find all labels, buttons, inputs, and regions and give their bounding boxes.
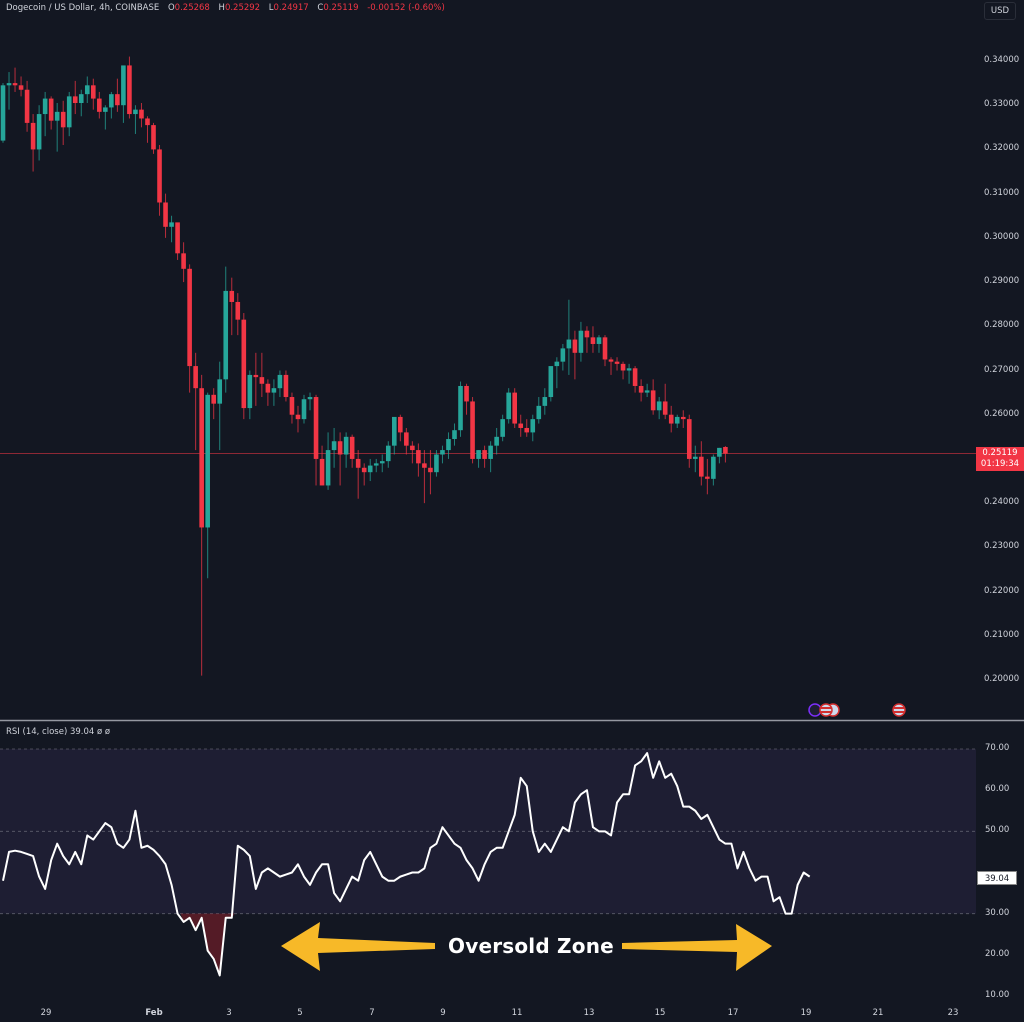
price-axis-label: 0.29000: [984, 276, 1020, 287]
time-axis-label: 3: [226, 1008, 232, 1018]
low-label: L: [268, 3, 274, 13]
rsi-guide-lines: [0, 748, 976, 915]
open-value: 0.25268: [174, 3, 210, 13]
oversold-zone-label: Oversold Zone: [448, 934, 614, 958]
event-icon-crypto[interactable]: [808, 703, 822, 717]
rsi-axis-label: 10.00: [985, 990, 1010, 1000]
rsi-legend[interactable]: RSI (14, close) 39.04 ø ø: [6, 727, 111, 737]
open-label: O: [167, 3, 175, 13]
time-axis-label: 29: [40, 1008, 52, 1018]
rsi-axis-label: 50.00: [985, 825, 1010, 836]
time-axis-label: 9: [440, 1008, 446, 1018]
time-axis-label: 7: [369, 1008, 375, 1018]
rsi-axis-label: 70.00: [985, 743, 1010, 753]
price-axis-label: 0.24000: [984, 497, 1020, 508]
right-arrow-icon: [622, 924, 772, 971]
rsi-axis-label: 30.00: [985, 907, 1010, 918]
flag-stripe: [821, 707, 831, 709]
price-axis-label: 0.20000: [984, 674, 1020, 684]
price-axis-label: 0.33000: [984, 99, 1020, 110]
event-markers[interactable]: [808, 703, 906, 717]
oversold-arrows: [281, 922, 772, 971]
event-icon-us-3[interactable]: [892, 703, 906, 717]
time-axis-label: 13: [583, 1008, 595, 1018]
time-axis-label: 15: [654, 1008, 666, 1018]
time-axis-label: 21: [872, 1008, 884, 1018]
close-label: C: [317, 3, 324, 13]
bar-countdown: 01:19:34: [980, 459, 1020, 469]
event-icon-us-1[interactable]: [819, 703, 833, 717]
price-axis-label: 0.28000: [984, 320, 1020, 331]
price-axis-label: 0.31000: [984, 187, 1020, 198]
time-axis-label: 19: [800, 1008, 812, 1018]
time-axis-label: 17: [727, 1008, 739, 1018]
rsi-value-tag: 39.04: [977, 871, 1017, 885]
rsi-axis-label: 20.00: [985, 948, 1010, 959]
price-axis-label: 0.34000: [984, 55, 1020, 65]
price-axis-label: 0.23000: [984, 541, 1020, 552]
high-label: H: [218, 3, 225, 13]
flag-stripe: [894, 711, 904, 713]
symbol-legend[interactable]: Dogecoin / US Dollar, 4h, COINBASE O0.25…: [6, 3, 445, 13]
high-value: 0.25292: [224, 3, 261, 13]
rsi-axis-label: 60.00: [985, 784, 1010, 795]
price-axis-label: 0.30000: [984, 231, 1020, 242]
current-price-tag: 0.25119 01:19:34: [976, 447, 1024, 471]
candlesticks: [0, 56, 728, 676]
current-price: 0.25119: [982, 448, 1018, 458]
low-value: 0.24917: [273, 3, 309, 13]
rsi-line: [2, 752, 811, 977]
close-value: 0.25119: [323, 3, 359, 13]
price-axis-label: 0.27000: [984, 364, 1020, 375]
time-axis-label: 5: [297, 1008, 303, 1018]
flag-stripe: [821, 711, 831, 713]
left-arrow-icon: [281, 922, 435, 971]
price-axis-label: 0.32000: [984, 143, 1020, 154]
time-axis-label: 11: [511, 1008, 523, 1018]
change-value: -0.00152 (-0.60%): [367, 3, 445, 13]
price-axis-label: 0.21000: [984, 629, 1020, 640]
currency-button[interactable]: USD: [984, 2, 1016, 20]
flag-stripe: [894, 707, 904, 709]
time-axis-label: 23: [947, 1008, 959, 1018]
symbol-title: Dogecoin / US Dollar, 4h, COINBASE: [6, 3, 160, 13]
price-axis-label: 0.26000: [984, 408, 1020, 419]
time-axis-label: Feb: [145, 1008, 163, 1018]
price-axis-label: 0.22000: [984, 585, 1020, 596]
